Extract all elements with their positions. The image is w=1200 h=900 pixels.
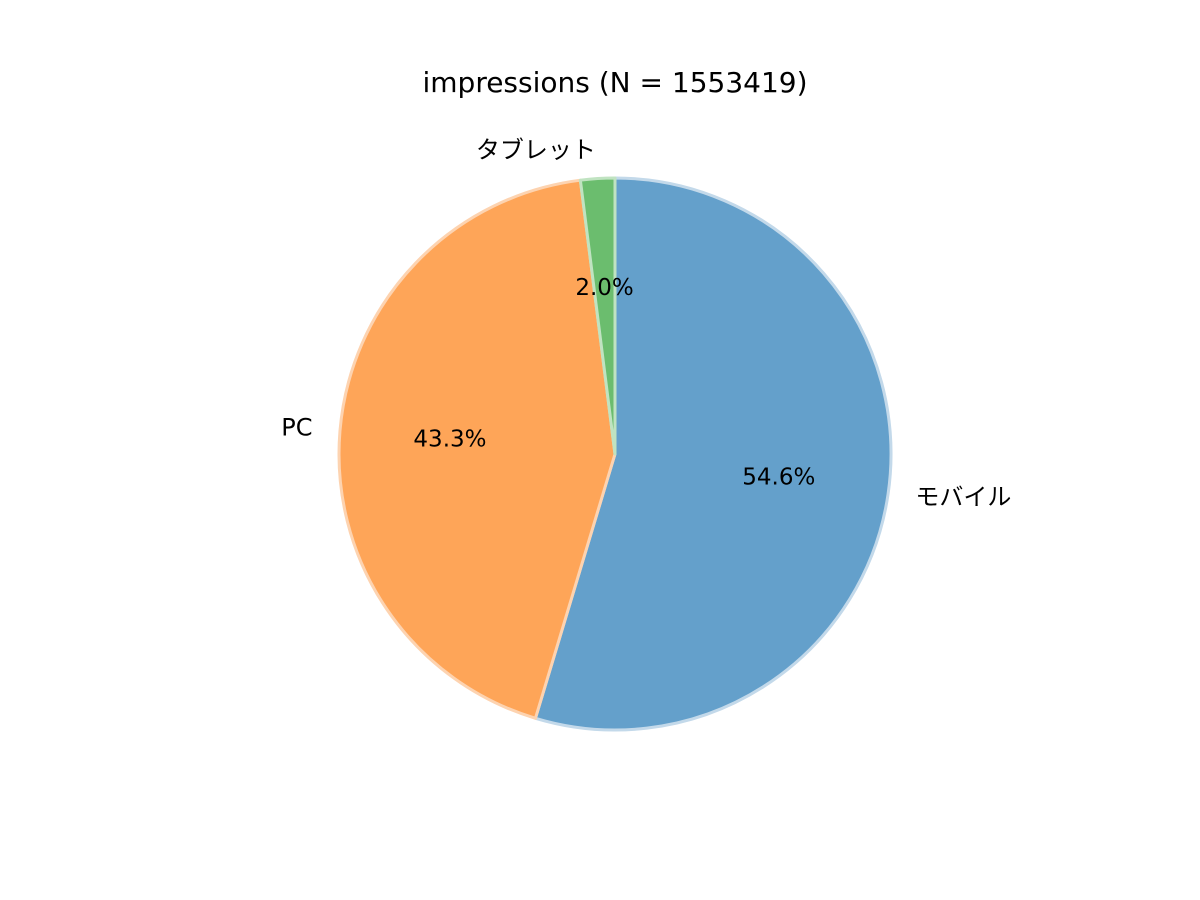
percent-label-3: 2.0% (575, 275, 633, 301)
slice-label-3: タブレット (476, 136, 596, 164)
slice-label-1: モバイル (915, 483, 1011, 511)
pie-slices (337, 176, 893, 732)
percent-label-2: 43.3% (413, 427, 486, 453)
pie-slice-1 (533, 176, 893, 732)
chart-title: impressions (N = 1553419) (422, 66, 807, 99)
pie-slice-3 (578, 176, 617, 456)
pie-labels: モバイル 54.6% PC 43.3% タブレット 2.0% (281, 136, 1011, 511)
pie-slice-2 (337, 178, 617, 720)
percent-label-1: 54.6% (742, 465, 815, 491)
slice-label-2: PC (281, 414, 312, 442)
